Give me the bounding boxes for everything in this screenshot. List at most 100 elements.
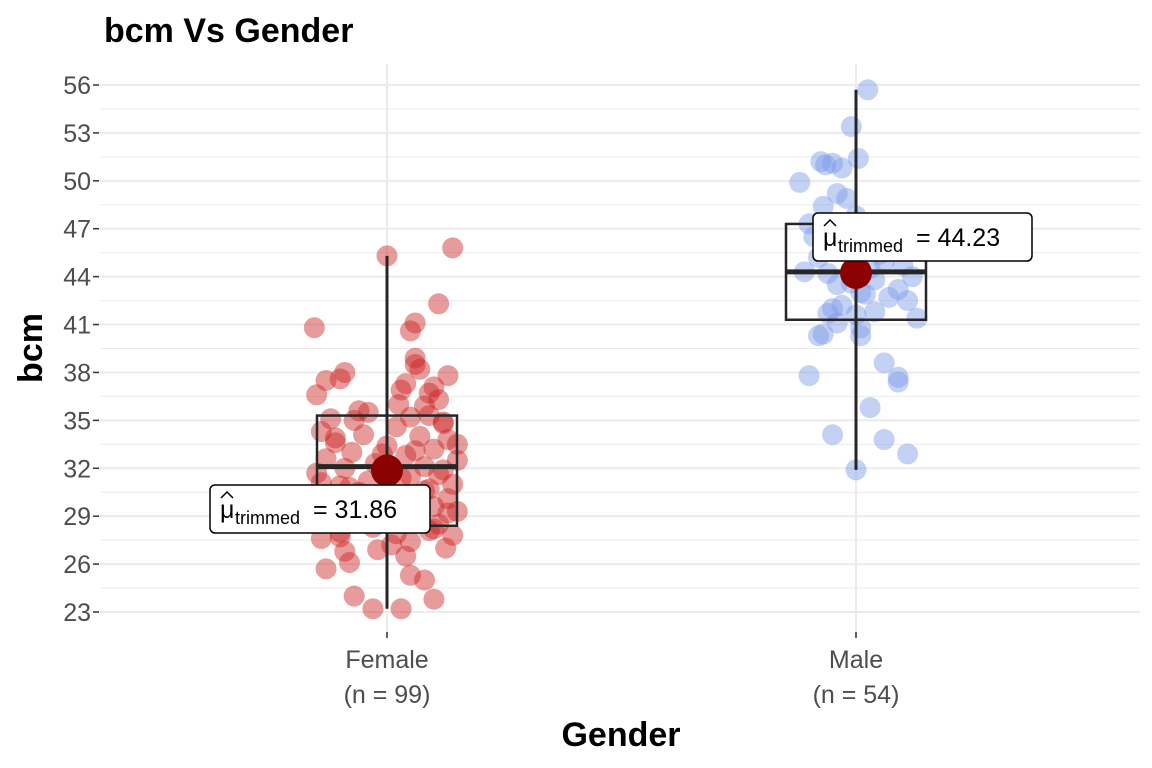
y-tick-label: 47 — [63, 216, 91, 244]
data-point — [414, 569, 436, 591]
grid — [100, 64, 1140, 636]
data-point — [414, 395, 436, 417]
data-point — [831, 157, 853, 179]
data-point — [798, 365, 820, 387]
y-tick-label: 50 — [63, 168, 91, 196]
y-tick-label: 44 — [63, 264, 91, 292]
data-point — [315, 369, 337, 391]
plot-area: μ trimmed = 31.86μ trimmed = 44.23 — [209, 79, 1033, 620]
data-point — [897, 290, 919, 312]
data-point — [315, 448, 337, 470]
data-point — [822, 152, 844, 174]
data-point — [409, 358, 431, 380]
hat-icon — [220, 490, 234, 499]
y-tick-label: 53 — [63, 120, 91, 148]
data-point — [306, 384, 328, 406]
x-tick-label: Female — [345, 646, 428, 674]
data-point — [437, 429, 459, 451]
data-point — [442, 237, 464, 259]
data-point — [810, 151, 832, 173]
data-point — [432, 413, 454, 435]
group-female: μ trimmed = 31.86 — [209, 237, 468, 620]
x-tick-sublabel: (n = 99) — [344, 681, 431, 709]
data-point — [812, 323, 834, 345]
data-point — [329, 368, 351, 390]
data-point — [395, 373, 417, 395]
y-tick-label: 38 — [63, 359, 91, 387]
data-point — [399, 406, 421, 428]
data-point — [423, 376, 445, 398]
data-point — [399, 465, 421, 487]
data-point — [836, 187, 858, 209]
data-point — [395, 444, 417, 466]
data-point — [362, 598, 384, 620]
data-point — [859, 397, 881, 419]
data-point — [822, 424, 844, 446]
mean-point — [840, 256, 872, 289]
data-point — [857, 79, 879, 101]
data-point — [385, 416, 407, 438]
y-tick-label: 23 — [63, 599, 91, 627]
data-point — [399, 320, 421, 342]
data-point — [812, 195, 834, 217]
data-point — [404, 353, 426, 375]
data-point — [428, 513, 450, 535]
group-male: μ trimmed = 44.23 — [784, 79, 1033, 481]
data-point — [826, 312, 848, 334]
data-point — [343, 585, 365, 607]
x-axis: Female (n = 99) Male (n = 54) — [344, 632, 900, 709]
data-point — [315, 558, 337, 580]
data-point — [873, 352, 895, 374]
data-point — [873, 429, 895, 451]
x-tick-label: Male — [829, 646, 883, 674]
data-point — [887, 278, 909, 300]
data-point — [887, 371, 909, 393]
hat-icon — [823, 218, 837, 227]
data-point — [338, 551, 360, 573]
data-point — [807, 325, 829, 347]
data-point — [437, 365, 459, 387]
chart-title: bcm Vs Gender — [104, 12, 353, 50]
data-point — [435, 537, 457, 559]
data-point — [353, 424, 375, 446]
data-point — [815, 154, 837, 176]
data-point — [423, 588, 445, 610]
y-tick-label: 41 — [63, 312, 91, 340]
data-point — [399, 564, 421, 586]
data-point — [864, 301, 886, 323]
mean-label-symbol: μ — [220, 496, 234, 524]
data-point — [850, 325, 872, 347]
data-point — [334, 540, 356, 562]
x-tick-sublabel: (n = 54) — [813, 681, 900, 709]
data-point — [320, 408, 342, 430]
y-tick-label: 56 — [63, 72, 91, 100]
y-axis-title: bcm — [12, 313, 50, 383]
mean-label-subscript: trimmed — [235, 508, 300, 528]
data-point — [878, 286, 900, 308]
data-point — [324, 427, 346, 449]
data-point — [409, 425, 431, 447]
data-point — [854, 283, 876, 305]
x-axis-title: Gender — [561, 716, 680, 754]
data-point — [388, 393, 410, 415]
data-point — [303, 317, 325, 339]
data-point — [428, 464, 450, 486]
data-point — [395, 545, 417, 567]
mean-label-box — [812, 212, 1033, 262]
data-point — [442, 524, 464, 546]
data-point — [367, 539, 389, 561]
data-point — [418, 382, 440, 404]
data-point — [390, 379, 412, 401]
data-point — [390, 598, 412, 620]
data-point — [428, 293, 450, 315]
data-point — [789, 171, 811, 193]
data-point — [826, 183, 848, 205]
mean-label-subscript: trimmed — [838, 236, 903, 256]
data-point — [357, 401, 379, 423]
y-tick-label: 32 — [63, 455, 91, 483]
y-axis: 23 26 29 32 35 38 41 44 47 50 53 56 — [63, 72, 99, 627]
mean-label-value: = 31.86 — [313, 496, 397, 524]
data-point — [423, 438, 445, 460]
mean-label-value: = 44.23 — [916, 224, 1000, 252]
